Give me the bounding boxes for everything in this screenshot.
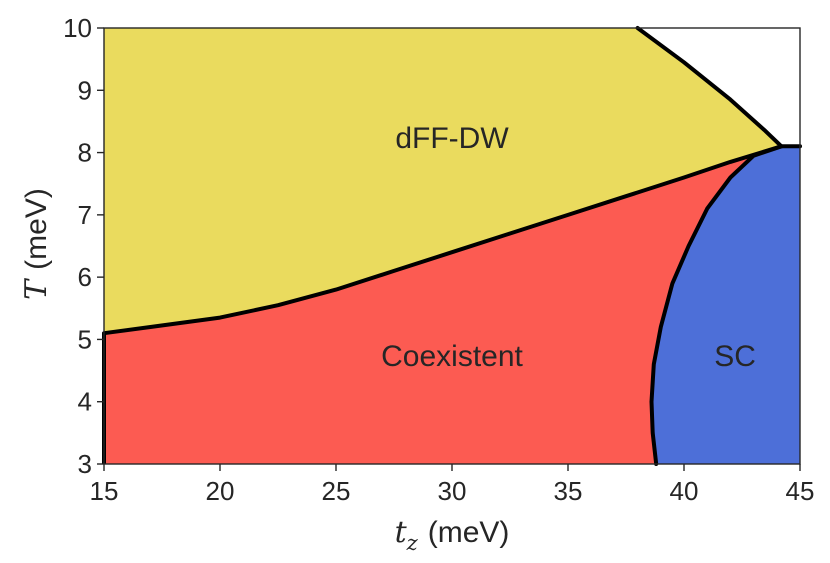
x-axis-unit: (meV) — [428, 516, 510, 549]
sc-region — [651, 146, 800, 465]
phase-regions — [104, 28, 800, 465]
x-tick-label: 40 — [670, 476, 699, 506]
y-tick-label: 10 — [63, 13, 92, 43]
x-tick-label: 15 — [90, 476, 119, 506]
y-axis-unit: (meV) — [20, 188, 53, 270]
y-tick-label: 3 — [78, 449, 92, 479]
y-tick-label: 8 — [78, 138, 92, 168]
y-tick-label: 4 — [78, 387, 92, 417]
x-tick-label: 35 — [554, 476, 583, 506]
y-axis-symbol: T — [19, 278, 54, 300]
x-tick-label: 25 — [322, 476, 351, 506]
x-axis-label: tz (meV) — [395, 515, 510, 555]
dff-dw-region — [104, 28, 782, 334]
region-labels: dFF-DW Coexistent SC — [381, 122, 756, 373]
sc-left-boundary — [649, 144, 784, 466]
y-tick-label: 9 — [78, 75, 92, 105]
x-tick-label: 45 — [786, 476, 815, 506]
dw-upper-boundary — [635, 26, 784, 149]
x-tick-label: 20 — [206, 476, 235, 506]
coexistent-top-boundary — [102, 144, 784, 336]
x-tick-label: 30 — [438, 476, 467, 506]
x-axis-symbol: t — [395, 515, 408, 550]
coexistent-region — [104, 146, 782, 465]
dff-dw-label: dFF-DW — [395, 122, 509, 155]
y-tick-label: 7 — [78, 200, 92, 230]
y-tick-label: 6 — [78, 262, 92, 292]
x-axis-subscript: z — [406, 531, 419, 555]
coexistent-label: Coexistent — [381, 340, 523, 373]
y-tick-label: 5 — [78, 324, 92, 354]
sc-label: SC — [714, 340, 756, 373]
y-axis-label: T (meV) — [19, 188, 54, 300]
